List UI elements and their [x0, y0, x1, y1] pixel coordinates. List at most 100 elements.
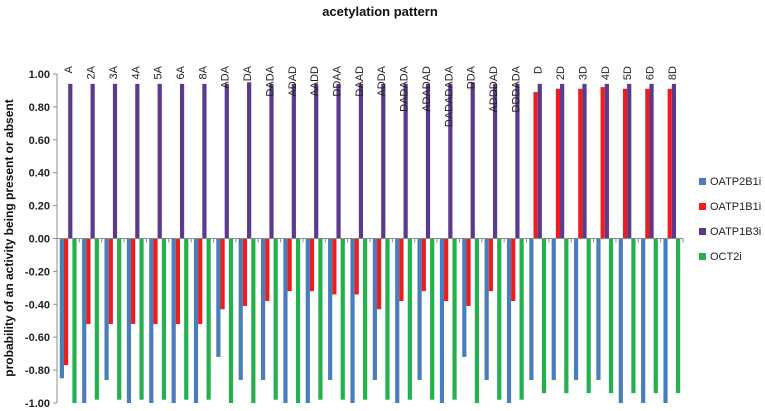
bar-oatp2b1i-dadada [395, 238, 400, 403]
legend-swatch-oatp2b1i [699, 178, 706, 185]
category-label: 3A [108, 65, 120, 79]
bar-oatp2b1i-2d [551, 238, 556, 380]
category-label: 8A [197, 65, 209, 79]
bar-oct2i-3a [117, 238, 122, 400]
bar-oct2i-adad [295, 238, 301, 403]
y-tick-label: 0.00 [29, 234, 50, 246]
bar-oatp1b3i-ada [224, 83, 229, 239]
category-label: 5A [153, 65, 165, 79]
category-label: 6A [175, 65, 187, 79]
bar-oatp2b1i-6d [641, 238, 646, 403]
bar-oatp1b3i-a [68, 83, 73, 239]
bar-oatp2b1i-aadd [305, 238, 310, 403]
category-label: ADDDAD [488, 66, 500, 113]
category-label: 4A [130, 65, 142, 79]
bar-oatp1b3i-3a [112, 83, 118, 239]
category-label: DDDADA [510, 65, 522, 112]
bar-oct2i-ddaa [340, 238, 345, 400]
bar-oatp1b1i-2d [555, 88, 561, 239]
bar-oatp2b1i-6a [171, 238, 176, 403]
bar-oatp2b1i-4d [596, 238, 601, 380]
category-label: ADADAD [421, 66, 433, 112]
bar-oatp1b1i-dddada [511, 238, 516, 302]
bar-oatp2b1i-3a [104, 238, 109, 380]
bar-oct2i-8a [206, 238, 211, 400]
bar-oct2i-dddada [519, 238, 524, 400]
category-label: A [63, 65, 75, 73]
y-tick-label: 0.40 [29, 168, 50, 180]
bar-oatp1b1i-adda [376, 238, 382, 310]
legend-label-oct2i: OCT2i [710, 251, 742, 263]
bar-oct2i-4a [139, 238, 144, 400]
bar-oatp1b3i-dadadada [448, 83, 453, 239]
bar-oatp1b3i-ddaa [336, 83, 341, 239]
y-tick-label: -0.40 [25, 299, 50, 311]
y-tick-label: 0.60 [29, 135, 50, 147]
bar-oct2i-6a [184, 238, 189, 400]
bar-oatp1b1i-6a [175, 238, 180, 325]
bar-oatp2b1i-d [529, 238, 534, 380]
bar-oatp1b3i-d [537, 83, 542, 239]
y-tick-label: 1.00 [29, 69, 50, 81]
y-tick-label: -0.20 [25, 266, 50, 278]
bar-oatp1b1i-2a [86, 238, 91, 325]
legend-swatch-oct2i [699, 253, 706, 260]
bar-oatp1b3i-dddada [515, 83, 520, 239]
bar-oct2i-3d [586, 238, 591, 394]
bar-oatp1b1i-3d [578, 88, 583, 239]
bar-oatp1b3i-adda [381, 83, 386, 239]
bar-oatp1b3i-dadada [403, 83, 408, 239]
bar-oatp1b3i-3d [582, 83, 587, 239]
bar-oatp1b3i-adddad [492, 83, 498, 239]
category-label: ADDA [376, 65, 388, 96]
legend-label-oatp2b1i: OATP2B1i [710, 176, 761, 188]
y-tick-label: 0.20 [29, 201, 50, 213]
category-label: DDA [466, 65, 478, 89]
bar-oatp1b3i-adad [291, 83, 296, 239]
bar-oct2i-adadad [430, 238, 435, 400]
bar-oatp1b1i-ddaa [332, 238, 337, 295]
bar-oatp1b3i-aadd [314, 83, 319, 239]
bar-oct2i-ada [228, 238, 234, 403]
plot-area: 1.00 0.80 0.60 0.40 0.20 0.00 -0.20 -0.40 -0.60 -… [25, 65, 684, 410]
legend-swatch-oatp1b3i [699, 228, 706, 235]
bar-oct2i-5d [631, 238, 636, 394]
category-label: DADADA [399, 65, 411, 112]
category-label: AADD [309, 66, 321, 97]
bar-oatp1b1i-aadd [309, 238, 315, 292]
bar-oatp1b1i-da [242, 238, 248, 306]
bar-oatp2b1i-5d [618, 238, 623, 403]
category-label: 5D [622, 66, 634, 80]
bar-oatp1b1i-adadad [421, 238, 426, 292]
bar-oatp1b1i-dadada [399, 238, 404, 302]
y-tick-label: 0.80 [29, 102, 50, 114]
bar-oatp1b1i-daad [354, 238, 359, 295]
legend: OATP2B1i OATP1B1i OATP1B3i OCT2i [699, 176, 761, 263]
bar-oatp2b1i-da [238, 238, 243, 380]
bar-oatp2b1i-adad [283, 238, 288, 403]
bar-oatp2b1i-3d [573, 238, 579, 380]
bar-oatp1b1i-d [533, 92, 538, 239]
bar-oatp2b1i-2a [82, 238, 87, 403]
bar-oatp2b1i-a [59, 238, 64, 379]
y-tick-label: -1.00 [25, 398, 50, 410]
category-label: DDAA [331, 65, 343, 96]
legend-label-oatp1b3i: OATP1B3i [710, 226, 761, 238]
bar-oct2i-dadadada [452, 238, 457, 400]
bar-oct2i-aadd [318, 238, 323, 400]
bar-oatp1b3i-5d [627, 83, 632, 239]
category-label: 2D [555, 66, 567, 80]
category-label: 3D [577, 66, 589, 80]
category-label: 8D [667, 66, 679, 80]
bar-oatp1b3i-2a [90, 83, 95, 239]
bar-oatp1b1i-3a [108, 238, 113, 325]
bar-oct2i-8d [676, 238, 681, 394]
bar-oatp1b1i-5d [622, 88, 628, 239]
bar-oatp1b3i-4a [135, 83, 140, 239]
category-label: 6D [644, 66, 656, 80]
bar-oatp1b1i-dada [265, 238, 270, 302]
bar-oatp1b1i-adddad [488, 238, 493, 292]
bar-oatp1b1i-8a [198, 238, 203, 325]
bar-oatp1b1i-8d [667, 88, 672, 239]
